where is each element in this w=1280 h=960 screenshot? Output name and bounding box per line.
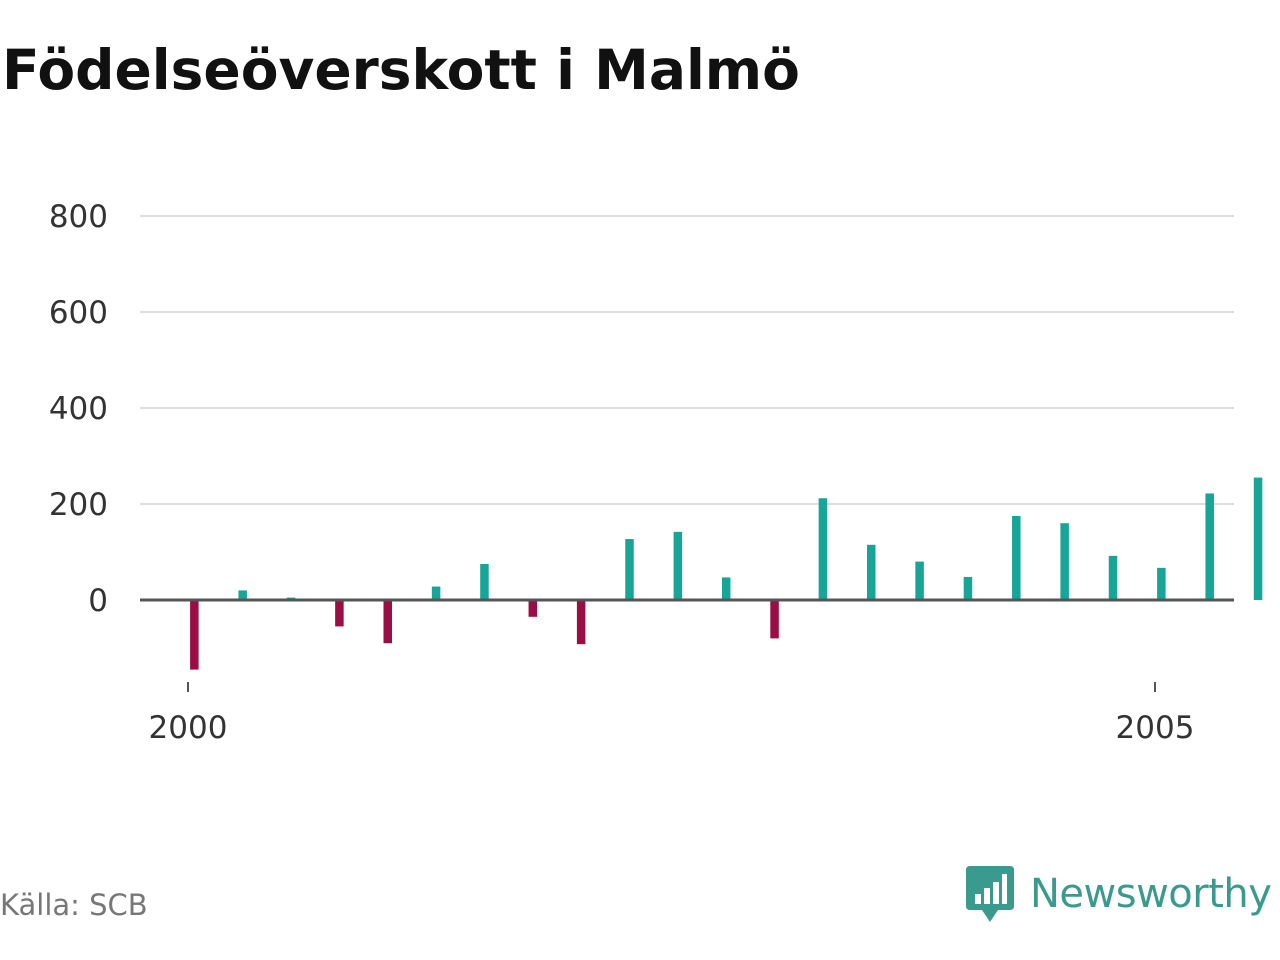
- bars: [190, 477, 1263, 670]
- newsworthy-bar-chart-icon: [966, 866, 1014, 922]
- bar: [1157, 567, 1166, 600]
- x-tick-label: 2005: [1116, 710, 1195, 746]
- chart-title: Födelseöverskott i Malmö: [2, 38, 800, 102]
- source-label: Källa: SCB: [0, 888, 148, 922]
- y-tick-label: 200: [49, 487, 108, 523]
- bar: [528, 600, 538, 617]
- bar: [1205, 493, 1214, 600]
- bar: [867, 544, 876, 600]
- bar: [1253, 477, 1263, 600]
- bar: [383, 600, 392, 644]
- y-tick-label: 800: [49, 199, 108, 235]
- bar: [576, 600, 586, 645]
- bar: [238, 590, 247, 600]
- bar: [915, 561, 924, 600]
- gridlines: [140, 215, 1234, 505]
- bar: [431, 586, 441, 600]
- bar: [335, 600, 344, 627]
- bar: [673, 531, 683, 600]
- brand-logo[interactable]: Newsworthy: [964, 864, 1272, 924]
- bar: [1108, 555, 1118, 600]
- y-tick-label: 600: [49, 295, 108, 331]
- bar: [190, 600, 199, 670]
- bar: [1012, 516, 1021, 600]
- y-tick-label: 0: [88, 583, 108, 619]
- x-tick-label: 2000: [149, 710, 228, 746]
- bar: [1060, 523, 1069, 600]
- bar: [625, 539, 634, 600]
- bar: [963, 576, 973, 600]
- bar: [770, 600, 779, 639]
- axes: 0200400600800200020052010201520202025: [49, 199, 1234, 746]
- brand-name: Newsworthy: [1030, 871, 1272, 917]
- bar: [480, 564, 489, 600]
- bar-chart: 0200400600800200020052010201520202025: [49, 199, 1263, 746]
- bar: [721, 577, 731, 600]
- y-tick-label: 400: [49, 391, 108, 427]
- bar: [818, 498, 828, 600]
